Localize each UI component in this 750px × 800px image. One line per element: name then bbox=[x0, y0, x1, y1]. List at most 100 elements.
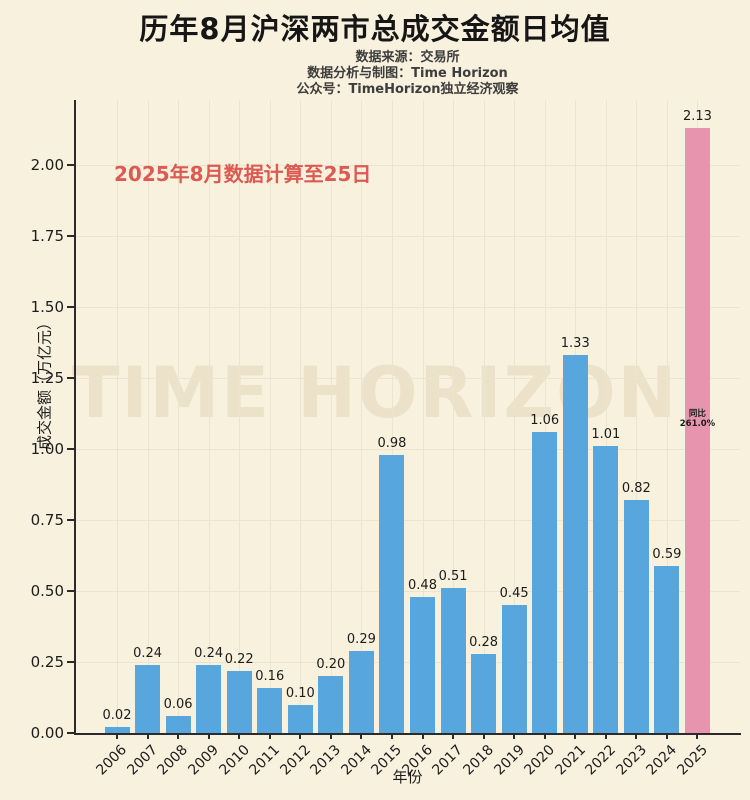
bar-value-label: 0.10 bbox=[285, 685, 315, 701]
bar-2008 bbox=[165, 715, 191, 733]
x-tick-mark bbox=[696, 734, 699, 739]
bar-value-label: 0.02 bbox=[102, 708, 132, 724]
gridline-vertical bbox=[117, 100, 118, 733]
x-tick-mark bbox=[360, 734, 363, 739]
gridline-vertical bbox=[422, 100, 424, 733]
y-tick-label: 1.50 bbox=[30, 298, 64, 317]
bar-value-label: 0.20 bbox=[316, 657, 346, 673]
gridline-vertical bbox=[361, 100, 363, 733]
x-tick-mark bbox=[207, 734, 210, 739]
chart-subtitle-block: 数据来源：交易所 数据分析与制图：Time Horizon 公众号：TimeHo… bbox=[75, 50, 740, 98]
gridline-vertical bbox=[269, 100, 271, 733]
x-tick-mark bbox=[329, 734, 332, 739]
gridline-horizontal bbox=[75, 662, 740, 664]
gridline-horizontal bbox=[75, 236, 740, 238]
bar-2011 bbox=[257, 687, 283, 733]
bar-value-label: 1.01 bbox=[591, 427, 621, 443]
bar-value-label: 0.48 bbox=[408, 577, 437, 593]
gridline-horizontal bbox=[75, 165, 740, 167]
bar-2006 bbox=[104, 727, 130, 733]
bar-2007 bbox=[135, 664, 161, 733]
bar-2023 bbox=[623, 500, 649, 733]
x-tick-mark bbox=[146, 734, 149, 739]
gridline-vertical bbox=[636, 100, 638, 733]
x-tick-mark bbox=[238, 734, 241, 739]
bar-2010 bbox=[226, 670, 252, 733]
bar-value-label: 0.16 bbox=[255, 668, 285, 684]
chart-title: 历年8月沪深两市总成交金额日均值 bbox=[139, 12, 611, 46]
y-tick-mark bbox=[67, 519, 74, 522]
y-tick-mark bbox=[67, 377, 74, 380]
gridline-horizontal bbox=[75, 520, 740, 522]
bar-2015 bbox=[379, 454, 405, 733]
x-tick-mark bbox=[177, 734, 180, 739]
y-tick-label: 0.75 bbox=[30, 511, 64, 530]
bar-2016 bbox=[410, 596, 435, 733]
bar-value-label: 0.82 bbox=[621, 481, 651, 497]
bar-2018 bbox=[471, 653, 497, 733]
bar-2022 bbox=[593, 446, 619, 733]
gridline-vertical bbox=[605, 100, 607, 733]
y-axis-spine bbox=[73, 100, 76, 734]
gridline-vertical bbox=[178, 100, 180, 733]
bar-value-label: 0.29 bbox=[346, 631, 376, 647]
x-tick-mark bbox=[604, 734, 607, 739]
bar-2024 bbox=[654, 565, 680, 733]
bar-value-label: 0.28 bbox=[469, 634, 499, 650]
bar-value-label: 0.06 bbox=[163, 696, 193, 712]
gridline-vertical bbox=[239, 100, 241, 733]
y-tick-mark bbox=[67, 448, 74, 451]
y-tick-label: 0.50 bbox=[30, 582, 64, 601]
gridline-horizontal bbox=[75, 307, 740, 309]
bar-2013 bbox=[318, 676, 344, 733]
y-tick-mark bbox=[67, 306, 74, 309]
y-tick-label: 1.00 bbox=[30, 440, 64, 459]
bar-value-label: 0.24 bbox=[133, 645, 163, 661]
gridline-horizontal bbox=[75, 378, 740, 380]
bar-2021 bbox=[562, 355, 588, 733]
gridline-vertical bbox=[330, 100, 332, 733]
gridline-vertical bbox=[453, 100, 455, 733]
bar-value-label: 0.59 bbox=[652, 546, 682, 562]
bar-value-label: 0.45 bbox=[499, 586, 529, 602]
y-tick-mark bbox=[67, 235, 74, 238]
y-tick-mark bbox=[67, 661, 74, 664]
y-tick-label: 1.25 bbox=[30, 369, 64, 388]
bar-2017 bbox=[440, 588, 466, 733]
x-tick-mark bbox=[390, 734, 393, 739]
x-tick-mark bbox=[116, 734, 118, 739]
x-tick-mark bbox=[665, 734, 668, 739]
gridline-vertical bbox=[147, 100, 149, 733]
x-tick-mark bbox=[482, 734, 485, 739]
watermark-text: TIME HORIZON bbox=[71, 352, 679, 434]
bar-2014 bbox=[348, 650, 374, 733]
y-axis-title: 成交金额（万亿元） bbox=[35, 315, 54, 451]
bar-value-label: 0.22 bbox=[224, 651, 254, 667]
highlight-note-line: 261.0% bbox=[679, 419, 716, 429]
y-tick-mark bbox=[67, 590, 74, 593]
x-tick-mark bbox=[452, 734, 455, 739]
gridline-horizontal bbox=[75, 591, 740, 593]
x-tick-mark bbox=[543, 734, 546, 739]
bar-value-label: 0.24 bbox=[194, 645, 224, 661]
y-tick-label: 2.00 bbox=[30, 156, 64, 175]
x-axis-spine bbox=[73, 732, 741, 735]
y-tick-label: 1.75 bbox=[30, 227, 64, 246]
y-tick-mark bbox=[67, 164, 74, 167]
subtitle-account: 公众号：TimeHorizon独立经济观察 bbox=[296, 82, 519, 97]
bar-2012 bbox=[287, 704, 313, 733]
subtitle-data-source: 数据来源：交易所 bbox=[355, 50, 460, 65]
bar-value-label: 0.98 bbox=[377, 435, 407, 451]
annotation-text: 2025年8月数据计算至25日 bbox=[114, 162, 372, 186]
x-tick-mark bbox=[513, 734, 516, 739]
bar-value-label: 2.13 bbox=[682, 109, 712, 125]
gridline-vertical bbox=[300, 100, 302, 733]
x-tick-mark bbox=[635, 734, 638, 739]
gridline-vertical bbox=[208, 100, 210, 733]
gridline-vertical bbox=[514, 100, 516, 733]
bar-2025 bbox=[684, 128, 710, 733]
x-tick-mark bbox=[299, 734, 302, 739]
highlight-note-line: 同比 bbox=[688, 409, 706, 419]
y-tick-label: 0.00 bbox=[30, 724, 64, 742]
